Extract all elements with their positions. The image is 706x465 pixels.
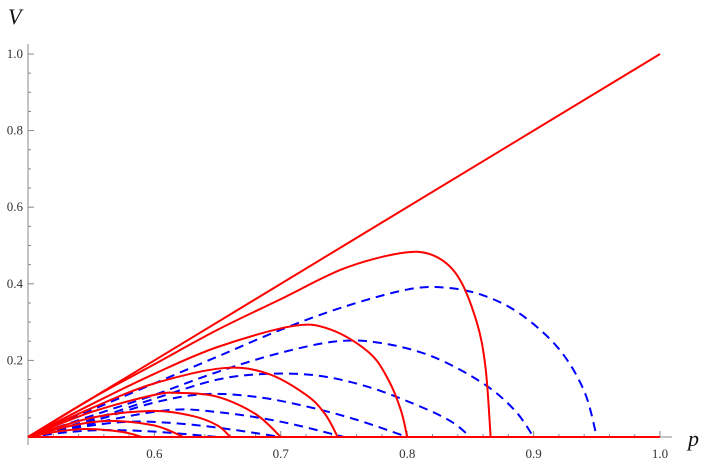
solid-curve	[27, 391, 282, 438]
solid-curve	[27, 409, 231, 438]
x-tick-label: 0.9	[525, 446, 541, 461]
y-tick-label: 0.2	[7, 352, 23, 367]
x-tick-label: 0.8	[399, 446, 415, 461]
y-tick-label: 0.6	[7, 199, 24, 214]
solid-curve	[27, 427, 143, 438]
y-tick-label: 0.4	[7, 276, 24, 291]
x-tick-label: 1.0	[652, 446, 668, 461]
curves	[27, 53, 661, 439]
y-tick-label: 1.0	[7, 46, 23, 61]
x-axis-label: p	[686, 426, 699, 451]
solid-curve	[27, 323, 409, 438]
dashed-curve	[27, 372, 472, 438]
y-tick-label: 0.8	[7, 123, 23, 138]
solid-curve	[27, 53, 661, 438]
dashed-curve	[27, 420, 281, 438]
solid-curve	[27, 419, 184, 438]
x-tick-label: 0.6	[146, 446, 163, 461]
solid-curve	[27, 250, 492, 438]
dashed-curve	[27, 339, 535, 438]
solid-curve	[27, 366, 339, 438]
y-axis-label: V	[8, 4, 24, 29]
x-tick-label: 0.7	[273, 446, 290, 461]
dashed-curve	[27, 392, 408, 438]
